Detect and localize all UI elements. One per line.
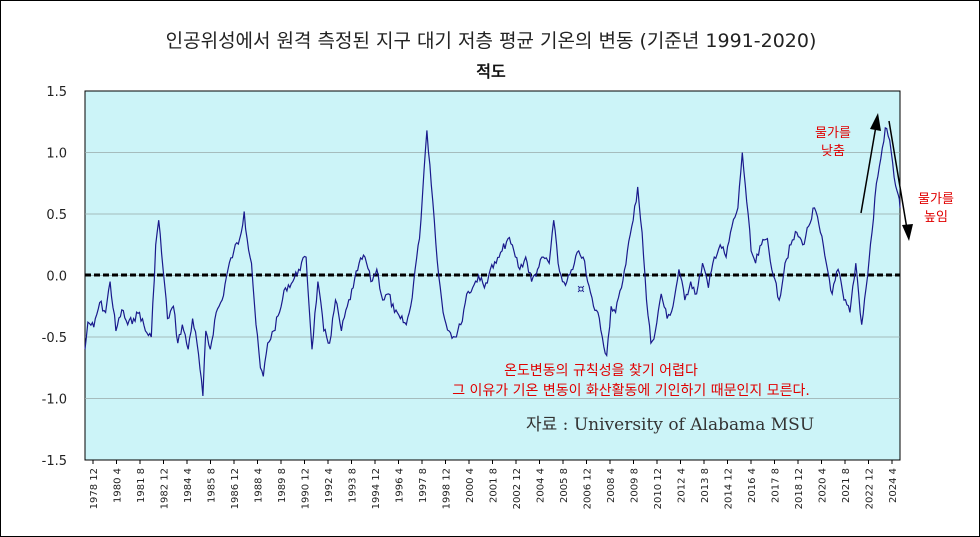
x-tick-label: 1982 12 xyxy=(160,468,171,509)
x-tick-label: 2013 8 xyxy=(700,468,711,503)
x-tick-label: 2016 4 xyxy=(747,468,758,503)
x-tick-label: 2009 8 xyxy=(630,468,641,503)
x-tick-label: 1996 4 xyxy=(395,468,406,503)
y-tick-label: 0.5 xyxy=(46,208,67,223)
y-tick-label: 1.5 xyxy=(46,85,67,100)
y-axis-ticks: -1.5 -1.0 -0.5 0.0 0.5 1.0 1.5 xyxy=(42,85,67,469)
down-label-line1: 물가를 xyxy=(918,192,954,207)
x-tick-label: 2005 8 xyxy=(559,468,570,503)
note-line-2: 그 이유가 기온 변동이 화산활동에 기인하기 때문인지 모른다. xyxy=(452,383,810,399)
x-tick-label: 1990 12 xyxy=(301,468,312,509)
x-tick-label: 2002 12 xyxy=(512,468,523,509)
y-tick-label: 0.0 xyxy=(46,270,67,285)
x-tick-label: 2012 4 xyxy=(677,468,688,503)
x-tick-label: 2014 12 xyxy=(724,468,735,509)
up-label-line2: 낮춤 xyxy=(821,144,845,159)
x-tick-label: 2022 12 xyxy=(865,468,876,509)
x-tick-label: 1988 4 xyxy=(254,468,265,503)
x-axis-ticks: 1978 12 1980 4 1981 8 1982 12 1984 4 1985 8 19… xyxy=(89,460,899,509)
x-tick-label: 2020 4 xyxy=(818,468,829,503)
mark-2006: ¤ xyxy=(577,282,585,296)
chart-title: 인공위성에서 원격 측정된 지구 대기 저층 평균 기온의 변동 (기준년 19… xyxy=(166,30,817,52)
x-tick-label: 1984 4 xyxy=(183,468,194,503)
x-tick-label: 1981 8 xyxy=(136,468,147,503)
x-tick-label: 1997 8 xyxy=(418,468,429,503)
x-tick-label: 2010 12 xyxy=(653,468,664,509)
x-tick-label: 2006 12 xyxy=(583,468,594,509)
down-label-line2: 높임 xyxy=(924,210,948,225)
x-tick-label: 2021 8 xyxy=(841,468,852,503)
y-tick-label: 1.0 xyxy=(46,147,67,162)
y-tick-label: -1.0 xyxy=(42,393,67,408)
note-line-1: 온도변동의 규칙성을 찾기 어렵다 xyxy=(504,363,698,379)
chart-subtitle: 적도 xyxy=(476,62,506,81)
x-tick-label: 2017 8 xyxy=(771,468,782,503)
x-tick-label: 1994 12 xyxy=(371,468,382,509)
x-tick-label: 1998 12 xyxy=(442,468,453,509)
y-tick-label: -0.5 xyxy=(42,331,67,346)
x-tick-label: 2000 4 xyxy=(465,468,476,503)
x-tick-label: 1992 4 xyxy=(324,468,335,503)
x-tick-label: 1993 8 xyxy=(348,468,359,503)
x-tick-label: 2024 4 xyxy=(888,468,899,503)
x-tick-label: 2001 8 xyxy=(489,468,500,503)
x-tick-label: 2008 4 xyxy=(606,468,617,503)
temperature-series-line xyxy=(84,127,901,397)
x-tick-label: 2004 4 xyxy=(536,468,547,503)
x-tick-label: 1978 12 xyxy=(89,468,100,509)
x-tick-label: 1989 8 xyxy=(277,468,288,503)
x-tick-label: 1986 12 xyxy=(230,468,241,509)
up-label-line1: 물가를 xyxy=(815,126,851,141)
x-tick-label: 1980 4 xyxy=(113,468,124,503)
up-arrow xyxy=(860,113,881,214)
x-tick-label: 2018 12 xyxy=(794,468,805,509)
source-label: 자료 : University of Alabama MSU xyxy=(526,415,814,435)
y-tick-label: -1.5 xyxy=(42,454,67,469)
down-arrow xyxy=(888,120,913,241)
x-tick-label: 1985 8 xyxy=(207,468,218,503)
